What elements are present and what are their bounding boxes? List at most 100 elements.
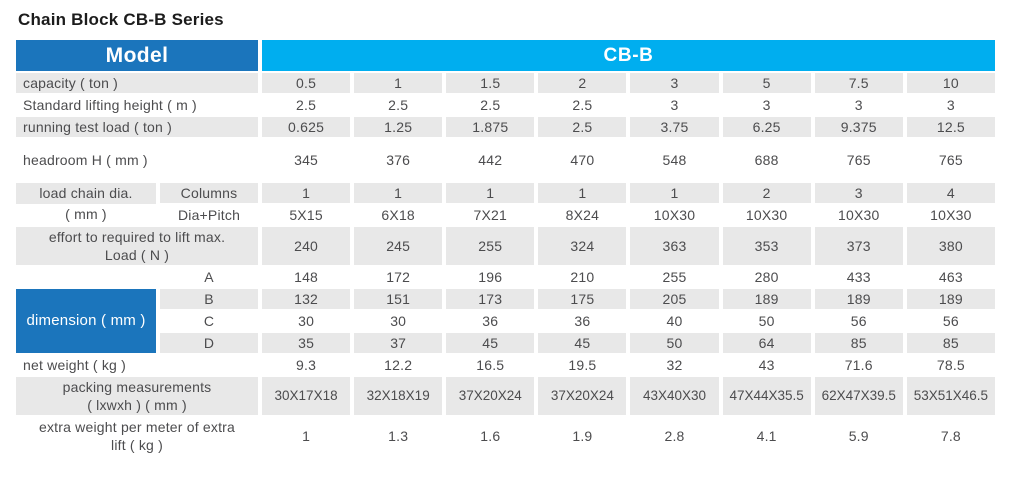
value-cell: 10 [906, 73, 995, 93]
value-cell: 345 [294, 152, 319, 168]
value-cell: 56 [942, 313, 959, 329]
value-cell: 172 [386, 269, 411, 285]
value-cell: 1.25 [354, 117, 443, 137]
value-cell: 3 [670, 97, 679, 113]
value-cell: 2 [722, 183, 811, 203]
value-cell: 433 [846, 269, 871, 285]
value-cell: 36 [574, 313, 591, 329]
value-cell: 2.5 [572, 97, 593, 113]
value-cell: 442 [478, 152, 503, 168]
value-cell: 1 [446, 183, 535, 203]
table-row: dimension ( mm ) B 132 151 173 175 205 189 189 18… [16, 289, 995, 353]
value-cell: 37 [354, 333, 443, 353]
value-cell: 189 [814, 289, 903, 309]
value-cell: 10X30 [930, 207, 972, 223]
value-cell: 148 [294, 269, 319, 285]
value-cell: 7.5 [814, 73, 903, 93]
value-cell: 132 [262, 289, 351, 309]
value-cell: 7X21 [473, 207, 508, 223]
table-row: packing measurements( lxwxh ) ( mm ) 30X1… [16, 377, 995, 415]
value-cell: 50 [758, 313, 775, 329]
value-cell: 1.3 [388, 428, 409, 444]
value-cell: 1 [354, 73, 443, 93]
value-cell: 45 [538, 333, 627, 353]
value-cell: 7.8 [940, 428, 961, 444]
value-cell: 1 [302, 428, 311, 444]
value-cell: 4.1 [756, 428, 777, 444]
row-label: headroom H ( mm ) [23, 152, 148, 168]
row-sublabel: B [160, 289, 259, 309]
row-label: extra weight per meter of extra lift ( kg… [38, 419, 236, 453]
table-row: headroom H ( mm ) 345 376 442 470 548 688 765 76… [16, 139, 995, 181]
value-cell: 30X17X18 [262, 377, 351, 415]
table-row: running test load ( ton ) 0.625 1.25 1.875 2… [16, 117, 995, 137]
spec-table-body: capacity ( ton ) 0.5 1 1.5 2 3 5 7.5 10 Standard … [16, 73, 995, 455]
dimension-label: dimension ( mm ) [16, 289, 156, 353]
value-cell: 189 [906, 289, 995, 309]
value-cell: 3.75 [630, 117, 719, 137]
value-cell: 210 [570, 269, 595, 285]
value-cell: 43 [758, 357, 775, 373]
value-cell: 205 [630, 289, 719, 309]
value-cell: 463 [938, 269, 963, 285]
value-cell: 85 [906, 333, 995, 353]
spec-table: Model CB-B capacity ( ton ) 0.5 1 1.5 2 3 5 7.5… [12, 38, 999, 457]
value-cell: 2 [538, 73, 627, 93]
value-cell: 5 [722, 73, 811, 93]
value-cell: 548 [662, 152, 687, 168]
value-cell: 1.5 [446, 73, 535, 93]
value-cell: 4 [906, 183, 995, 203]
value-cell: 765 [938, 152, 963, 168]
table-row: load chain dia.( mm ) Columns 1 1 1 1 1 2 3 4 [16, 183, 995, 225]
value-cell: 19.5 [568, 357, 597, 373]
value-cell: 37X20X24 [446, 377, 535, 415]
row-label: capacity ( ton ) [16, 73, 259, 93]
value-cell: 10X30 [653, 207, 696, 223]
value-cell: 373 [814, 227, 903, 265]
value-cell: 280 [754, 269, 779, 285]
value-cell: 43X40X30 [630, 377, 719, 415]
header-row: Model CB-B [16, 40, 995, 71]
value-cell: 0.5 [262, 73, 351, 93]
value-cell: 35 [262, 333, 351, 353]
value-cell: 64 [722, 333, 811, 353]
value-cell: 78.5 [936, 357, 965, 373]
value-cell: 12.2 [384, 357, 413, 373]
value-cell: 189 [722, 289, 811, 309]
value-cell: 3 [814, 183, 903, 203]
value-cell: 173 [446, 289, 535, 309]
row-sublabel: Columns [160, 183, 259, 203]
row-label: effort to required to lift max. Load ( N … [16, 227, 259, 265]
value-cell: 16.5 [476, 357, 505, 373]
value-cell: 5X15 [289, 207, 323, 223]
value-cell: 363 [630, 227, 719, 265]
value-cell: 40 [666, 313, 683, 329]
row-sublabel: D [160, 333, 259, 353]
value-cell: 255 [446, 227, 535, 265]
row-label: Standard lifting height ( m ) [23, 97, 197, 113]
value-cell: 2.5 [388, 97, 409, 113]
value-cell: 5.9 [848, 428, 869, 444]
model-header: Model [16, 40, 259, 71]
value-cell: 765 [846, 152, 871, 168]
value-cell: 30 [298, 313, 315, 329]
value-cell: 3 [946, 97, 955, 113]
value-cell: 3 [630, 73, 719, 93]
value-cell: 353 [722, 227, 811, 265]
table-row: D 35 37 45 45 50 64 85 85 [16, 333, 995, 353]
row-label: running test load ( ton ) [16, 117, 259, 137]
value-cell: 6.25 [722, 117, 811, 137]
table-row: net weight ( kg ) 9.3 12.2 16.5 19.5 32 43 71.6… [16, 355, 995, 375]
value-cell: 10X30 [837, 207, 880, 223]
page-title: Chain Block CB-B Series [18, 10, 224, 29]
row-sublabel: C [203, 313, 215, 329]
value-cell: 9.3 [296, 357, 317, 373]
value-cell: 12.5 [906, 117, 995, 137]
value-cell: 1.875 [446, 117, 535, 137]
table-row: C 30 30 36 36 40 50 56 56 [16, 311, 995, 331]
table-row: A 148 172 196 210 255 280 433 463 [16, 267, 995, 287]
value-cell: 53X51X46.5 [906, 377, 995, 415]
value-cell: 6X18 [381, 207, 415, 223]
value-cell: 2.5 [480, 97, 501, 113]
value-cell: 71.6 [844, 357, 873, 373]
